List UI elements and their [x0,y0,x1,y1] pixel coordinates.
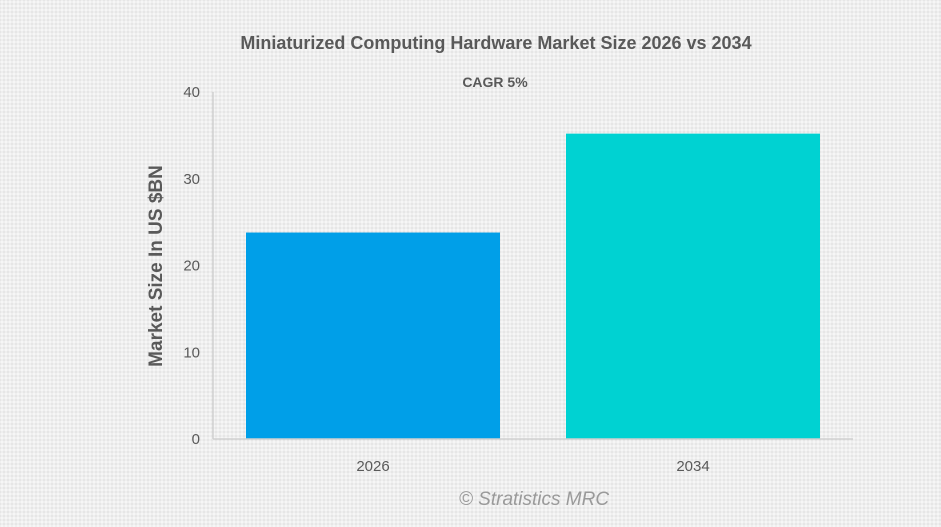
bars-group [246,133,820,439]
y-tick-label: 30 [183,171,200,188]
bar-2034 [566,133,820,439]
y-tick-label: 10 [183,344,200,361]
y-tick-label: 0 [192,431,200,448]
y-tick-label: 40 [183,84,200,101]
bar-2026 [246,232,500,439]
x-axis-ticks: 2026 2034 [356,458,709,475]
y-axis-ticks: 0 10 20 30 40 [183,84,200,448]
chart-subtitle: CAGR 5% [462,74,528,90]
watermark-text: © Stratistics MRC [459,489,609,510]
x-tick-label: 2034 [676,458,709,475]
y-axis-label: Market Size In US $BN [146,165,167,367]
y-tick-label: 20 [183,258,200,275]
x-tick-label: 2026 [356,458,389,475]
chart-title: Miniaturized Computing Hardware Market S… [240,33,751,53]
